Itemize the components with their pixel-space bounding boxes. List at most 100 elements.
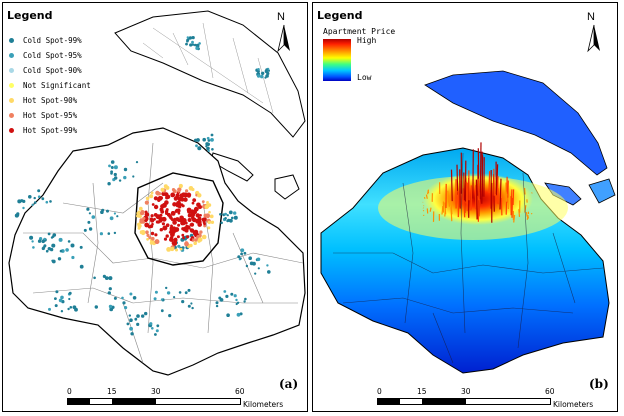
- hot-spot-point: [179, 193, 184, 198]
- hot-spot-point: [165, 234, 169, 238]
- cold-spot-point: [79, 245, 83, 249]
- cold-spot-point: [141, 314, 145, 318]
- cold-spot-point: [87, 220, 91, 224]
- cold-spot-point: [45, 249, 49, 253]
- price-spike: [477, 178, 480, 201]
- chongming-island: [424, 70, 608, 176]
- hot-spot-point: [166, 247, 172, 252]
- cold-spot-point: [113, 172, 117, 177]
- cold-spot-point: [240, 252, 244, 256]
- hot-spot-point: [189, 238, 193, 241]
- cold-spot-point: [116, 215, 119, 218]
- cold-spot-point: [32, 246, 35, 249]
- cold-spot-point: [188, 36, 193, 40]
- price-spike: [456, 164, 459, 195]
- cold-spot-point: [67, 307, 70, 311]
- hot-spot-point: [189, 243, 193, 248]
- cold-spot-point: [58, 298, 63, 303]
- cold-spot-point: [210, 133, 214, 137]
- hot-spot-point: [153, 213, 158, 217]
- cold-spot-point: [181, 300, 185, 304]
- hot-spot-point: [191, 201, 195, 205]
- cold-spot-point: [60, 310, 64, 313]
- cold-spot-point: [91, 215, 96, 219]
- cold-spot-point: [47, 247, 51, 251]
- cold-spot-point: [245, 264, 249, 268]
- cold-spot-point: [110, 160, 115, 164]
- cold-spot-point: [70, 243, 75, 248]
- hot-spot-point: [150, 231, 155, 236]
- legend-symbol: [9, 128, 14, 133]
- cold-spot-point: [165, 286, 168, 290]
- hot-spot-point: [199, 214, 202, 217]
- price-spike: [463, 200, 466, 218]
- hot-spot-point: [172, 226, 176, 230]
- hot-spot-point: [203, 224, 207, 228]
- cold-spot-point: [130, 332, 134, 336]
- price-spike: [441, 205, 444, 215]
- hot-spot-point: [159, 213, 163, 217]
- hot-spot-point: [186, 235, 190, 239]
- cold-spot-point: [226, 219, 229, 223]
- hot-spot-point: [165, 223, 170, 227]
- hot-spot-point: [178, 187, 182, 191]
- cold-spot-point: [58, 237, 63, 242]
- price-spike: [465, 181, 468, 212]
- cold-spot-point: [195, 144, 198, 148]
- cold-spot-point: [229, 218, 233, 223]
- cold-spot-point: [118, 179, 122, 182]
- hot-spot-point: [165, 196, 169, 200]
- hengsha-island: [274, 174, 300, 200]
- panel-label: (b): [589, 377, 609, 391]
- price-spikes: [422, 142, 533, 223]
- hot-spot-point: [151, 203, 155, 206]
- hot-spot-point: [150, 191, 154, 195]
- cold-spot-point: [265, 74, 269, 78]
- legend-item-not-significant: Not Significant: [9, 78, 91, 93]
- price-spike: [422, 209, 425, 212]
- north-label: N: [277, 11, 285, 23]
- cold-spot-point: [267, 270, 271, 274]
- hot-spot-point: [157, 220, 161, 224]
- price-high-label: High: [357, 36, 377, 45]
- hot-spot-point: [182, 227, 187, 232]
- hot-spot-point: [173, 237, 178, 241]
- legend-label: Hot Spot-90%: [23, 96, 78, 105]
- cold-spot-point: [189, 43, 193, 47]
- cold-spot-point: [57, 257, 62, 261]
- hot-spot-point: [207, 226, 211, 230]
- hot-spot-point: [138, 206, 143, 211]
- hot-spot-point: [199, 230, 203, 234]
- cold-spot-point: [135, 161, 139, 164]
- cold-spot-point: [215, 301, 219, 305]
- cold-spot-point: [68, 291, 72, 295]
- hot-spot-point: [181, 233, 185, 237]
- cold-spot-point: [43, 237, 46, 241]
- cold-spot-point: [60, 295, 64, 300]
- legend-label: Hot Spot-95%: [23, 111, 78, 120]
- cold-spot-point: [129, 318, 133, 323]
- hotspot-map-canvas: [8, 10, 306, 376]
- hot-spot-point: [142, 216, 146, 221]
- cold-spot-point: [168, 314, 172, 318]
- hot-spot-point: [171, 211, 175, 215]
- cold-spot-point: [108, 304, 113, 309]
- cold-spot-point: [67, 240, 71, 243]
- legend-label: Hot Spot-99%: [23, 126, 78, 135]
- cold-spot-point: [113, 165, 118, 170]
- cold-spot-point: [22, 206, 25, 210]
- cold-spot-point: [45, 200, 49, 204]
- hot-spot-point: [153, 217, 156, 221]
- cold-spot-point: [41, 197, 45, 201]
- hot-spot-point: [154, 239, 160, 245]
- cold-spot-point: [196, 138, 200, 142]
- cold-spot-point: [191, 40, 194, 44]
- hot-spot-point: [139, 210, 145, 216]
- cold-spot-point: [109, 216, 114, 221]
- cold-spot-point: [43, 244, 47, 248]
- cold-spot-point: [173, 296, 176, 299]
- cold-spot-point: [104, 276, 109, 280]
- hot-spot-point: [182, 236, 185, 240]
- cold-spot-point: [55, 290, 59, 294]
- cold-spot-point: [197, 146, 202, 151]
